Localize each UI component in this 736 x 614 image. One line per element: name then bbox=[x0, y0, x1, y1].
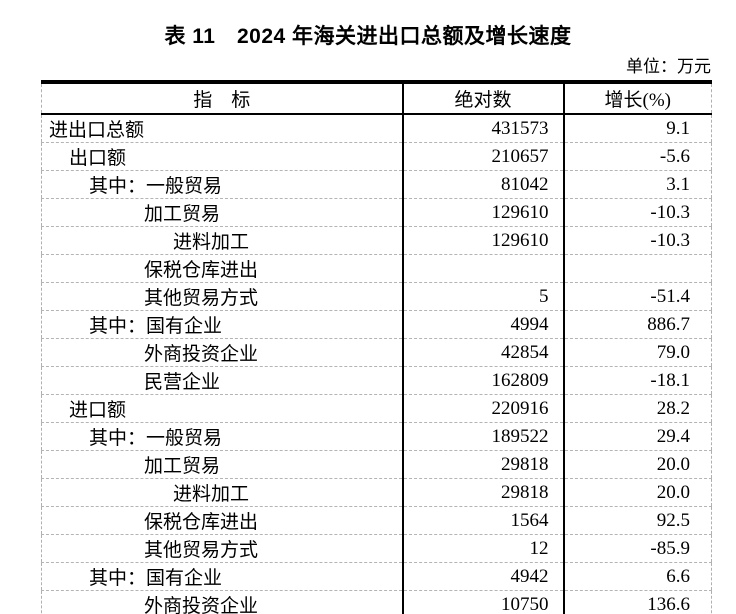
absolute-cell: 29818 bbox=[402, 478, 565, 507]
indicator-cell: 其中：一般贸易 bbox=[41, 422, 404, 451]
table-row: 其中：国有企业 4994 886.7 bbox=[41, 310, 712, 339]
table-row: 保税仓库进出 1564 92.5 bbox=[41, 506, 712, 535]
absolute-cell: 162809 bbox=[402, 366, 565, 395]
indicator-cell: 出口额 bbox=[41, 142, 404, 171]
absolute-cell: 42854 bbox=[402, 338, 565, 367]
indicator-cell: 进口额 bbox=[41, 394, 404, 423]
table-row: 外商投资企业 10750 136.6 bbox=[41, 590, 712, 614]
indicator-cell: 进出口总额 bbox=[41, 114, 404, 143]
growth-cell: 6.6 bbox=[563, 562, 712, 591]
absolute-cell: 5 bbox=[402, 282, 565, 311]
table-title: 表 11 2024 年海关进出口总额及增长速度 bbox=[164, 25, 572, 48]
absolute-cell: 129610 bbox=[402, 226, 565, 255]
indicator-cell: 外商投资企业 bbox=[41, 338, 404, 367]
growth-cell: 29.4 bbox=[563, 422, 712, 451]
table-row: 进料加工 129610 -10.3 bbox=[41, 226, 712, 255]
growth-cell: 886.7 bbox=[563, 310, 712, 339]
growth-cell: 9.1 bbox=[563, 114, 712, 143]
table-row: 其中：国有企业 4942 6.6 bbox=[41, 562, 712, 591]
table-row: 进料加工 29818 20.0 bbox=[41, 478, 712, 507]
growth-cell: 79.0 bbox=[563, 338, 712, 367]
absolute-cell: 4994 bbox=[402, 310, 565, 339]
indicator-cell: 保税仓库进出 bbox=[41, 506, 404, 535]
table-row: 出口额 210657 -5.6 bbox=[41, 142, 712, 171]
absolute-cell: 10750 bbox=[402, 590, 565, 614]
absolute-cell: 431573 bbox=[402, 114, 565, 143]
indicator-cell: 其他贸易方式 bbox=[41, 534, 404, 563]
indicator-cell: 其他贸易方式 bbox=[41, 282, 404, 311]
growth-cell: -10.3 bbox=[563, 198, 712, 227]
indicator-cell: 外商投资企业 bbox=[41, 590, 404, 614]
table-row: 其他贸易方式 12 -85.9 bbox=[41, 534, 712, 563]
growth-cell: 20.0 bbox=[563, 478, 712, 507]
data-table: 指 标 绝对数 增长(%) 进出口总额 431573 9.1 出口额 21065… bbox=[41, 80, 712, 614]
indicator-cell: 加工贸易 bbox=[41, 450, 404, 479]
absolute-cell: 220916 bbox=[402, 394, 565, 423]
growth-cell: -85.9 bbox=[563, 534, 712, 563]
indicator-cell: 其中：国有企业 bbox=[41, 562, 404, 591]
table-row: 进出口总额 431573 9.1 bbox=[41, 114, 712, 143]
col-header-indicator: 指 标 bbox=[41, 82, 404, 115]
growth-cell: -51.4 bbox=[563, 282, 712, 311]
table-row: 加工贸易 129610 -10.3 bbox=[41, 198, 712, 227]
growth-cell: 136.6 bbox=[563, 590, 712, 614]
absolute-cell: 129610 bbox=[402, 198, 565, 227]
col-header-growth: 增长(%) bbox=[563, 82, 712, 115]
table-body: 进出口总额 431573 9.1 出口额 210657 -5.6 其中：一般贸易… bbox=[41, 114, 712, 614]
growth-cell: -10.3 bbox=[563, 226, 712, 255]
indicator-cell: 保税仓库进出 bbox=[41, 254, 404, 283]
absolute-cell: 4942 bbox=[402, 562, 565, 591]
table-row: 民营企业 162809 -18.1 bbox=[41, 366, 712, 395]
growth-cell: 20.0 bbox=[563, 450, 712, 479]
table-row: 进口额 220916 28.2 bbox=[41, 394, 712, 423]
absolute-cell: 189522 bbox=[402, 422, 565, 451]
indicator-cell: 民营企业 bbox=[41, 366, 404, 395]
absolute-cell: 210657 bbox=[402, 142, 565, 171]
table-row: 其他贸易方式 5 -51.4 bbox=[41, 282, 712, 311]
growth-cell: -5.6 bbox=[563, 142, 712, 171]
absolute-cell: 12 bbox=[402, 534, 565, 563]
absolute-cell: 29818 bbox=[402, 450, 565, 479]
indicator-cell: 进料加工 bbox=[41, 226, 404, 255]
table-row: 外商投资企业 42854 79.0 bbox=[41, 338, 712, 367]
table-row: 其中：一般贸易 189522 29.4 bbox=[41, 422, 712, 451]
indicator-cell: 进料加工 bbox=[41, 478, 404, 507]
growth-cell: 28.2 bbox=[563, 394, 712, 423]
absolute-cell: 81042 bbox=[402, 170, 565, 199]
col-header-absolute: 绝对数 bbox=[402, 82, 565, 115]
absolute-cell bbox=[402, 254, 565, 283]
absolute-cell: 1564 bbox=[402, 506, 565, 535]
growth-cell bbox=[563, 254, 712, 283]
unit-label: 单位：万元 bbox=[626, 57, 711, 76]
header-row: 指 标 绝对数 增长(%) bbox=[41, 82, 712, 115]
indicator-cell: 其中：国有企业 bbox=[41, 310, 404, 339]
table-row: 其中：一般贸易 81042 3.1 bbox=[41, 170, 712, 199]
table-row: 保税仓库进出 bbox=[41, 254, 712, 283]
indicator-cell: 其中：一般贸易 bbox=[41, 170, 404, 199]
growth-cell: 92.5 bbox=[563, 506, 712, 535]
indicator-cell: 加工贸易 bbox=[41, 198, 404, 227]
growth-cell: 3.1 bbox=[563, 170, 712, 199]
growth-cell: -18.1 bbox=[563, 366, 712, 395]
table-row: 加工贸易 29818 20.0 bbox=[41, 450, 712, 479]
